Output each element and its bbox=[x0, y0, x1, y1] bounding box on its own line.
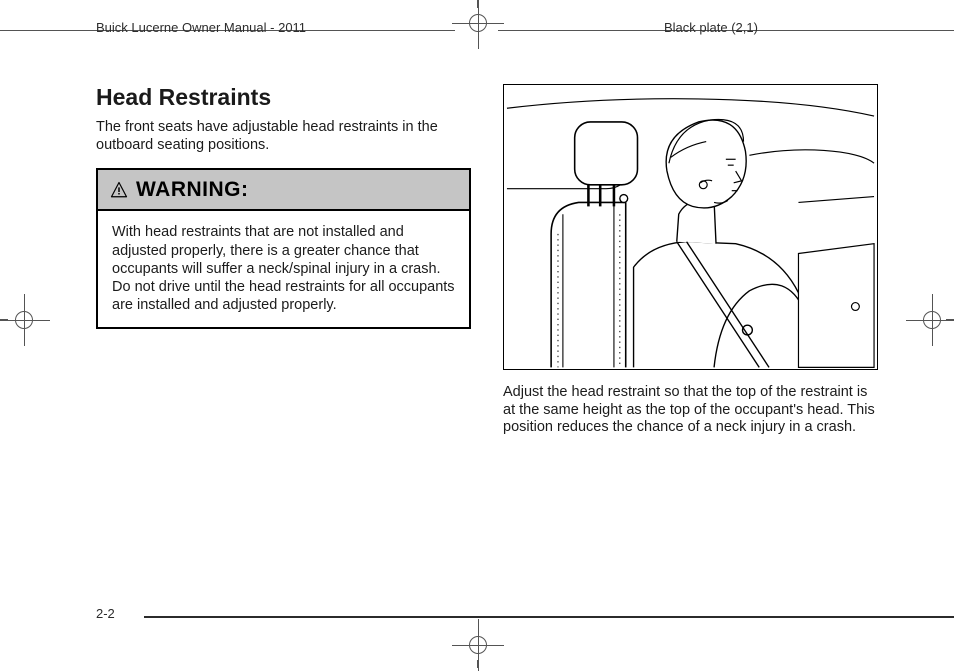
right-column: Adjust the head restraint so that the to… bbox=[503, 84, 878, 588]
page-number: 2-2 bbox=[96, 606, 115, 621]
warning-header: WARNING: bbox=[98, 170, 469, 211]
registration-mark-bottom bbox=[464, 631, 492, 659]
warning-triangle-icon bbox=[110, 181, 128, 199]
warning-label: WARNING: bbox=[136, 178, 249, 202]
footer-rule bbox=[144, 616, 954, 618]
header: Buick Lucerne Owner Manual - 2011 Black … bbox=[0, 20, 954, 36]
section-heading: Head Restraints bbox=[96, 84, 471, 111]
headrest-figure bbox=[503, 84, 878, 370]
page-content: Head Restraints The front seats have adj… bbox=[96, 84, 878, 588]
warning-body-text: With head restraints that are not instal… bbox=[98, 211, 469, 326]
figure-caption: Adjust the head restraint so that the to… bbox=[503, 384, 878, 437]
plate-label: Black plate (2,1) bbox=[664, 20, 758, 35]
section-intro: The front seats have adjustable head res… bbox=[96, 119, 471, 154]
registration-mark-right bbox=[918, 306, 946, 334]
registration-mark-left bbox=[10, 306, 38, 334]
left-column: Head Restraints The front seats have adj… bbox=[96, 84, 471, 588]
warning-callout: WARNING: With head restraints that are n… bbox=[96, 168, 471, 328]
manual-title: Buick Lucerne Owner Manual - 2011 bbox=[96, 20, 306, 35]
